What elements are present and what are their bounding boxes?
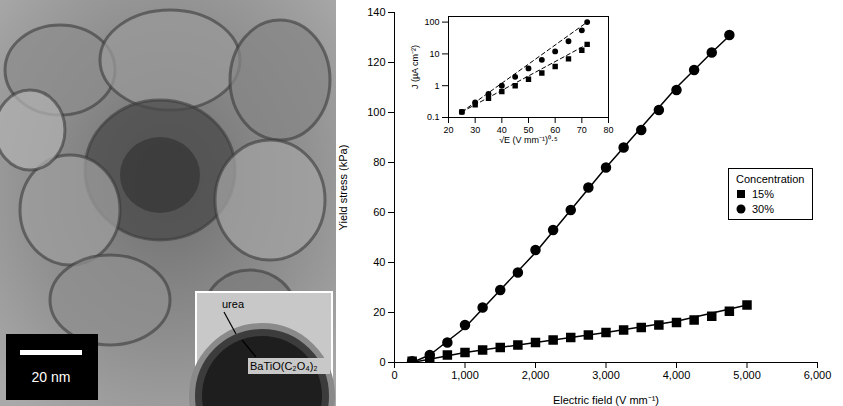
- svg-text:0.1: 0.1: [427, 112, 440, 122]
- svg-text:5,000: 5,000: [733, 369, 761, 381]
- svg-text:50: 50: [523, 125, 533, 135]
- svg-text:120: 120: [367, 56, 385, 68]
- svg-text:Yield stress (kPa): Yield stress (kPa): [337, 145, 349, 231]
- svg-text:100: 100: [424, 17, 439, 27]
- svg-text:70: 70: [577, 125, 587, 135]
- svg-text:100: 100: [367, 106, 385, 118]
- svg-text:30: 30: [470, 125, 480, 135]
- svg-text:BaTiO(C₂O₄)₂: BaTiO(C₂O₄)₂: [250, 360, 318, 372]
- svg-text:0: 0: [391, 369, 397, 381]
- svg-text:Electric field (V mm⁻¹): Electric field (V mm⁻¹): [553, 394, 659, 406]
- svg-text:80: 80: [373, 156, 385, 168]
- svg-text:1: 1: [434, 81, 439, 91]
- html-text:30%: 30%: [752, 203, 774, 215]
- svg-text:2,000: 2,000: [522, 369, 550, 381]
- svg-text:140: 140: [367, 6, 385, 18]
- svg-text:40: 40: [497, 125, 507, 135]
- svg-text:6,000: 6,000: [804, 369, 832, 381]
- svg-text:1,000: 1,000: [451, 369, 479, 381]
- svg-text:3,000: 3,000: [592, 369, 620, 381]
- svg-text:20 nm: 20 nm: [32, 369, 71, 385]
- svg-text:10: 10: [429, 49, 439, 59]
- html-text:Concentration: Concentration: [736, 173, 805, 185]
- svg-text:60: 60: [373, 206, 385, 218]
- svg-text:40: 40: [373, 256, 385, 268]
- svg-text:√E (V mm⁻¹)⁰·⁵: √E (V mm⁻¹)⁰·⁵: [499, 135, 558, 145]
- svg-text:20: 20: [443, 125, 453, 135]
- svg-text:urea: urea: [222, 298, 245, 310]
- svg-text:60: 60: [550, 125, 560, 135]
- svg-text:80: 80: [603, 125, 613, 135]
- svg-text:20: 20: [373, 306, 385, 318]
- svg-text:4,000: 4,000: [663, 369, 691, 381]
- svg-text:0: 0: [379, 356, 385, 368]
- svg-text:J (µA cm⁻²): J (µA cm⁻²): [410, 45, 420, 89]
- html-text:15%: 15%: [752, 188, 774, 200]
